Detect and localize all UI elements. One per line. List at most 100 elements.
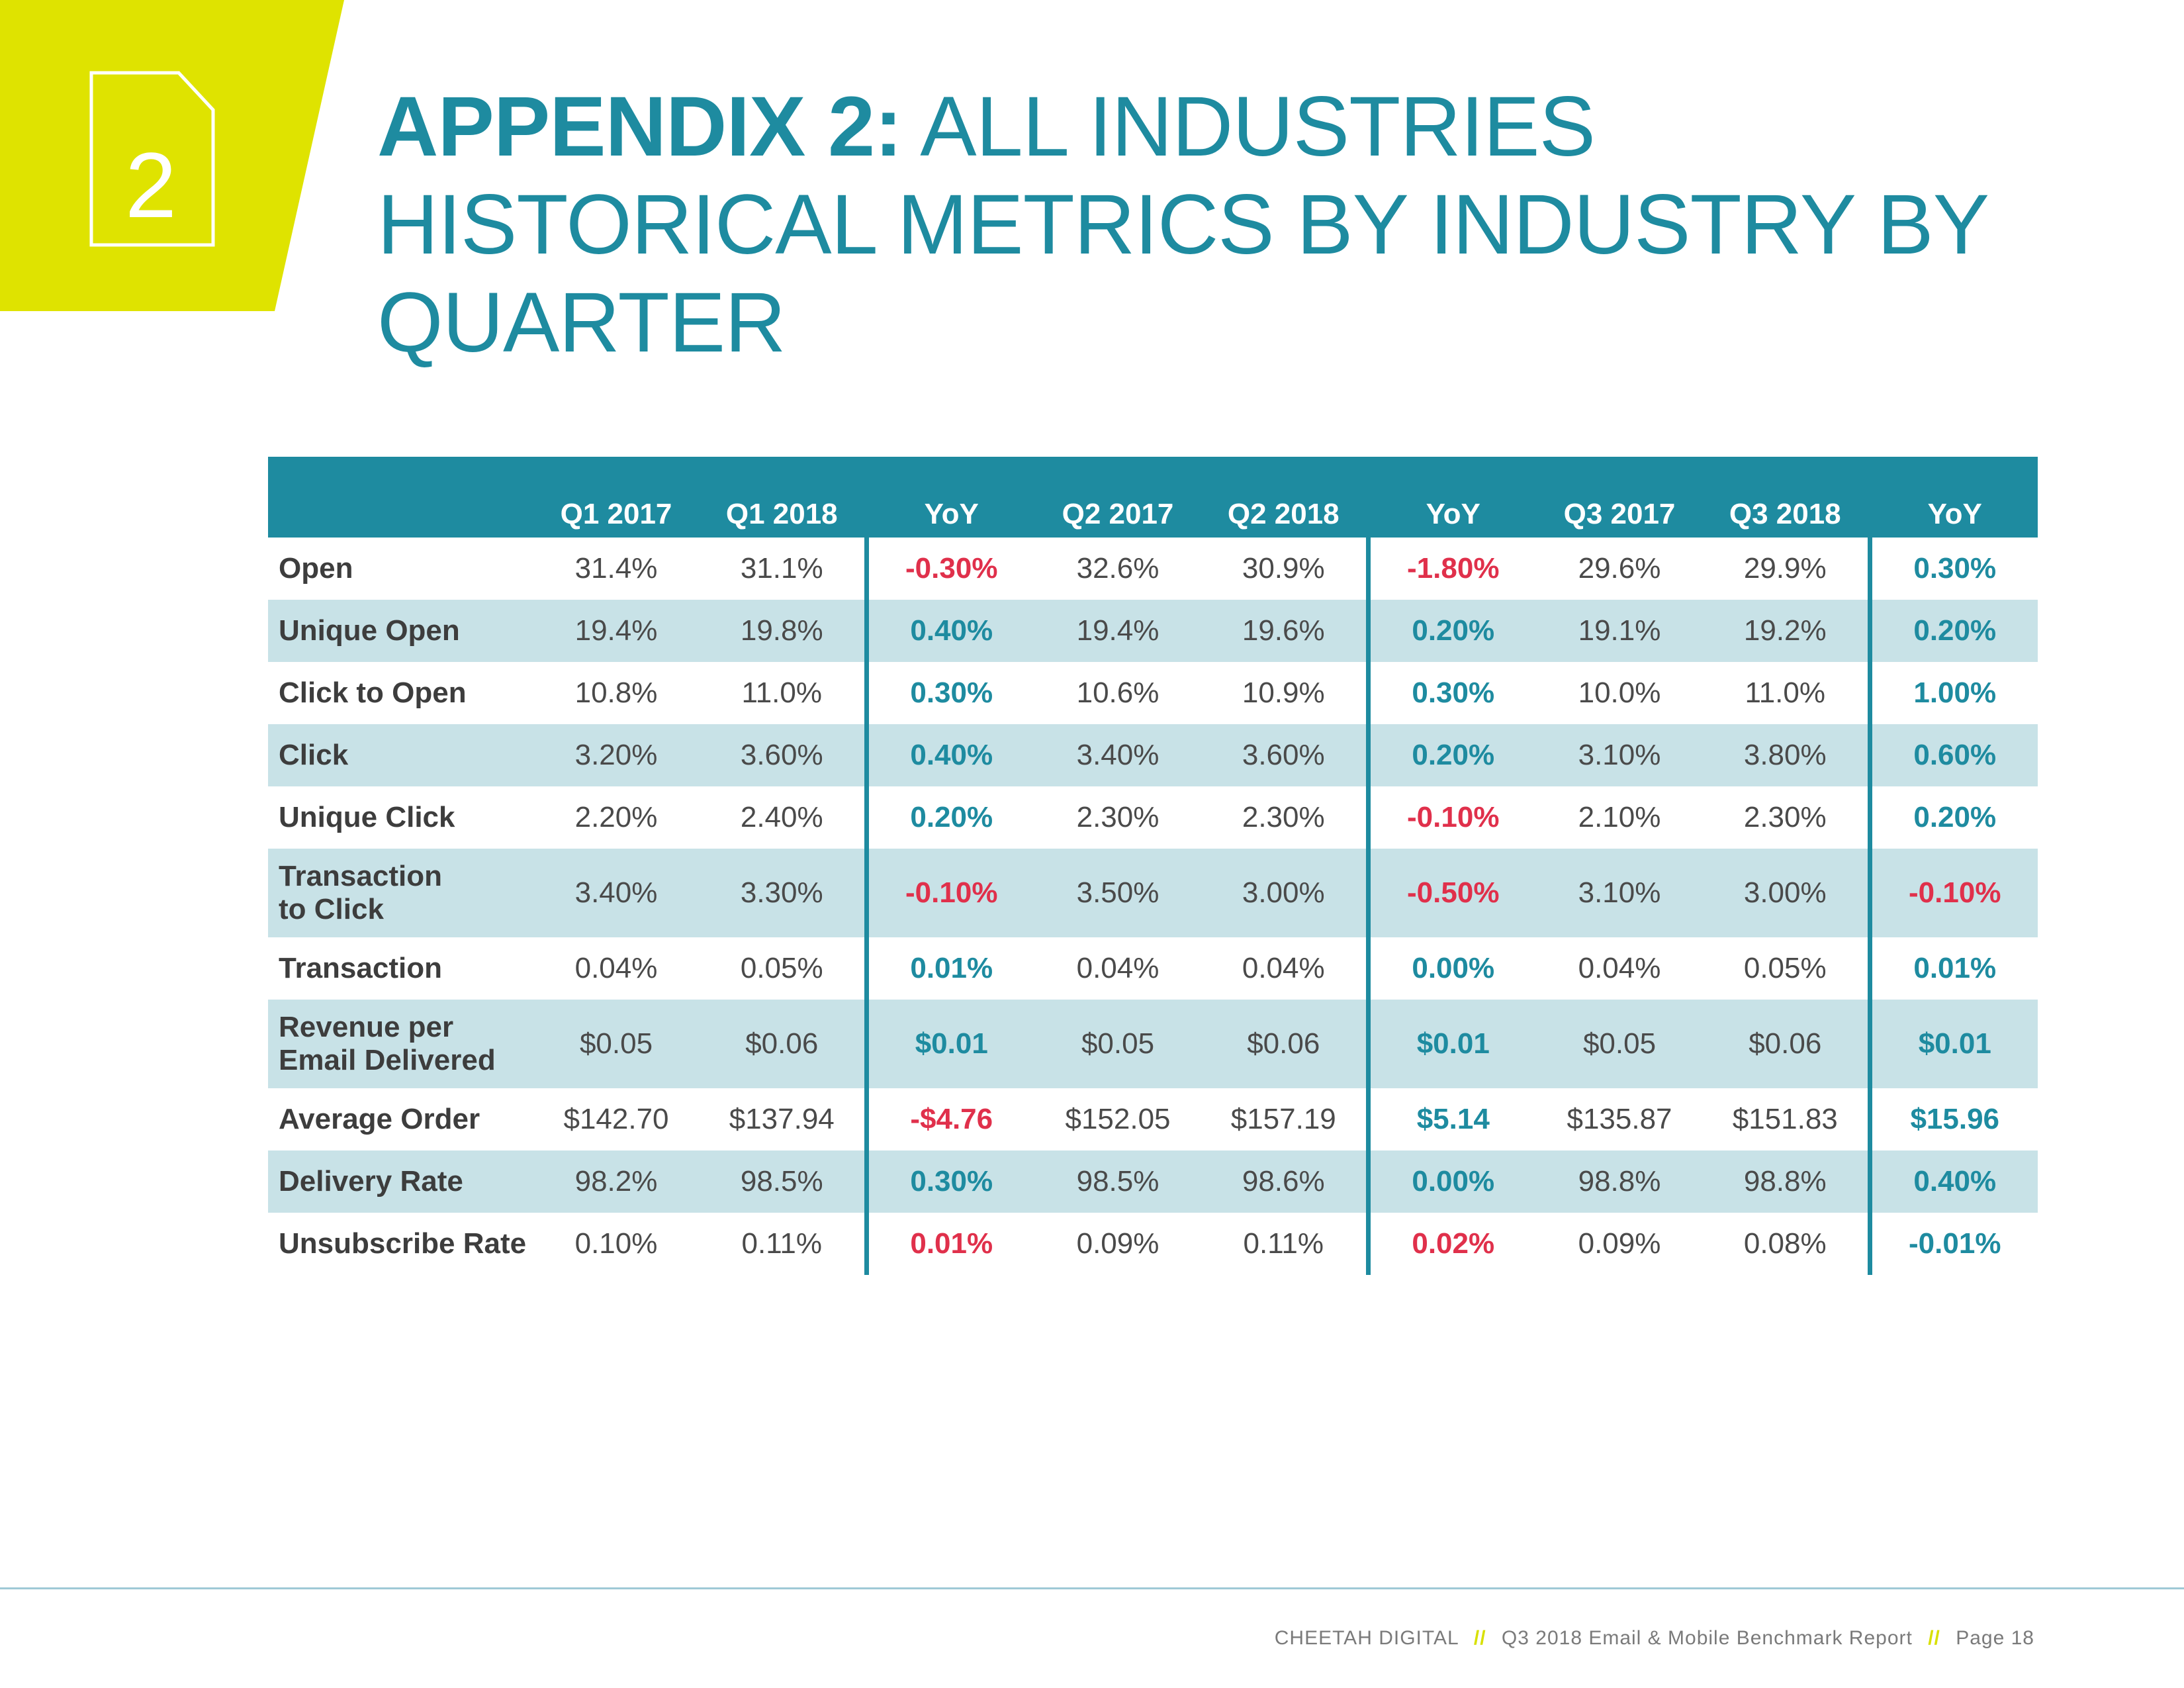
table-cell: $0.05 — [533, 1000, 700, 1088]
yoy-cell: 0.00% — [1365, 937, 1536, 1000]
yoy-cell: 0.30% — [1867, 538, 2038, 600]
yoy-cell: -$4.76 — [864, 1088, 1034, 1150]
table-cell: 19.2% — [1703, 600, 1870, 662]
table-cell: $152.05 — [1065, 1103, 1171, 1135]
table-cell: 3.10% — [1536, 849, 1703, 937]
table-cell: 32.6% — [1076, 552, 1160, 585]
table-row: Average Order $142.70 $137.94 -$4.76 $15… — [268, 1088, 2038, 1150]
table-row: Click 3.20% 3.60% 0.40% 3.40% 3.60% 0.20… — [268, 724, 2038, 786]
yoy-cell: $0.01 — [1365, 1000, 1536, 1088]
table-cell: 2.30% — [1076, 801, 1160, 833]
table-cell: 2.20% — [574, 801, 658, 833]
table-cell: 31.4% — [574, 552, 658, 585]
table-cell: 10.6% — [1076, 677, 1160, 709]
table-cell: 0.04% — [1076, 952, 1160, 984]
title-light: ALL INDUSTRIES HISTORICAL METRICS BY IND… — [377, 79, 1988, 370]
table-cell: 0.11% — [741, 1227, 823, 1260]
row-label: Unique Click — [279, 801, 455, 833]
yoy-cell: $15.96 — [1867, 1088, 2038, 1150]
footer-separator: // — [1928, 1627, 1940, 1649]
header-yoy-q2: YoY — [1365, 457, 1536, 538]
yoy-cell: 0.20% — [864, 786, 1034, 849]
table-cell: 0.05% — [740, 952, 823, 984]
yoy-cell: 0.20% — [1867, 786, 2038, 849]
table-row: Unique Open 19.4% 19.8% 0.40% 19.4% 19.6… — [268, 600, 2038, 662]
table-cell: 2.40% — [740, 801, 823, 833]
table-header-row: Q1 2017 Q1 2018 YoY Q2 2017 Q2 2018 YoY … — [268, 457, 2038, 538]
table-cell: 19.4% — [533, 600, 700, 662]
table-cell: $0.05 — [1034, 1000, 1201, 1088]
table-cell: 0.04% — [574, 952, 658, 984]
row-label: Click — [268, 724, 533, 786]
table-cell: 98.8% — [1536, 1150, 1703, 1213]
yoy-cell: $0.01 — [1867, 1000, 2038, 1088]
table-cell: 2.30% — [1242, 801, 1325, 833]
header-q1-2018: Q1 2018 — [700, 457, 866, 538]
table-cell: 10.8% — [574, 677, 658, 709]
table-row: Delivery Rate 98.2% 98.5% 0.30% 98.5% 98… — [268, 1150, 2038, 1213]
yoy-cell: $0.01 — [864, 1000, 1034, 1088]
table-cell: 3.50% — [1034, 849, 1201, 937]
row-label: Unsubscribe Rate — [279, 1227, 527, 1260]
table-row: Revenue per Email Delivered $0.05 $0.06 $… — [268, 1000, 2038, 1088]
header-q2-2018: Q2 2018 — [1201, 457, 1368, 538]
footer-report-title: Q3 2018 Email & Mobile Benchmark Report — [1501, 1627, 1913, 1649]
yoy-cell: -0.10% — [1365, 786, 1536, 849]
row-label-line2: to Click — [279, 893, 384, 925]
footer-page-number: Page 18 — [1956, 1627, 2034, 1649]
header-q3-2017: Q3 2017 — [1536, 457, 1703, 538]
header-yoy-q1: YoY — [864, 457, 1034, 538]
yoy-cell: -0.10% — [1867, 849, 2038, 937]
row-label: Unique Open — [268, 600, 533, 662]
table-cell: 0.04% — [1242, 952, 1325, 984]
table-cell: 2.10% — [1578, 801, 1661, 833]
table-cell: 10.0% — [1578, 677, 1661, 709]
table-cell: 98.2% — [533, 1150, 700, 1213]
table-cell: $142.70 — [563, 1103, 669, 1135]
table-cell: 31.1% — [740, 552, 823, 585]
table-cell: 98.5% — [700, 1150, 866, 1213]
table-cell: $135.87 — [1567, 1103, 1672, 1135]
page-footer: CHEETAH DIGITAL // Q3 2018 Email & Mobil… — [1275, 1627, 2034, 1650]
page-title: APPENDIX 2: ALL INDUSTRIES HISTORICAL ME… — [377, 78, 2098, 372]
table-cell: 3.20% — [533, 724, 700, 786]
table-row: Transaction 0.04% 0.05% 0.01% 0.04% 0.04… — [268, 937, 2038, 1000]
table-row: Open 31.4% 31.1% -0.30% 32.6% 30.9% -1.8… — [268, 538, 2038, 600]
yoy-cell: 0.40% — [864, 600, 1034, 662]
table-cell: 0.11% — [1243, 1227, 1324, 1260]
header-q1-2017: Q1 2017 — [533, 457, 700, 538]
table-cell: 29.9% — [1743, 552, 1827, 585]
table-cell: 3.40% — [533, 849, 700, 937]
table-cell: 11.0% — [741, 677, 823, 709]
row-label: Click to Open — [279, 677, 467, 709]
footer-separator: // — [1473, 1627, 1486, 1649]
yoy-cell: -0.50% — [1365, 849, 1536, 937]
table-cell: $151.83 — [1732, 1103, 1838, 1135]
table-cell: 19.1% — [1536, 600, 1703, 662]
table-cell: $0.06 — [1703, 1000, 1870, 1088]
table-cell: 3.60% — [1201, 724, 1368, 786]
table-cell: 19.4% — [1034, 600, 1201, 662]
yoy-cell: 0.60% — [1867, 724, 2038, 786]
yoy-cell: -0.10% — [864, 849, 1034, 937]
table-cell: 3.00% — [1201, 849, 1368, 937]
table-cell: 0.09% — [1076, 1227, 1160, 1260]
section-corner-badge: 2 — [0, 0, 344, 311]
table-cell: 98.6% — [1201, 1150, 1368, 1213]
table-cell: 0.05% — [1743, 952, 1827, 984]
table-cell: $0.05 — [1536, 1000, 1703, 1088]
yoy-cell: 0.30% — [864, 1150, 1034, 1213]
corner-shape — [0, 0, 344, 311]
table-cell: 2.30% — [1743, 801, 1827, 833]
table-cell: 19.8% — [700, 600, 866, 662]
row-label: Revenue per Email Delivered — [268, 1000, 533, 1088]
table-cell: 3.30% — [700, 849, 866, 937]
table-cell: 3.60% — [700, 724, 866, 786]
section-number: 2 — [125, 133, 177, 237]
table-cell: $137.94 — [729, 1103, 835, 1135]
header-q3-2018: Q3 2018 — [1703, 457, 1870, 538]
table-cell: 98.8% — [1703, 1150, 1870, 1213]
header-label-col — [268, 457, 533, 538]
table-cell: 29.6% — [1578, 552, 1661, 585]
table-cell: 0.10% — [574, 1227, 658, 1260]
